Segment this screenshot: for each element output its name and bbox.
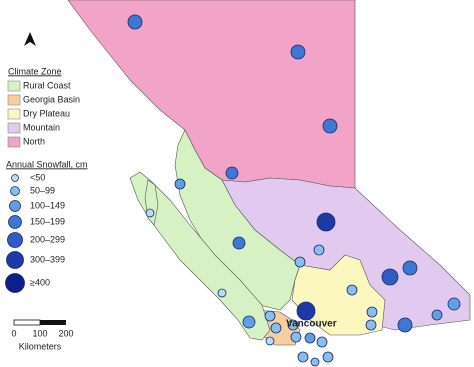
scale-segment (40, 320, 66, 325)
legend-swatch (7, 122, 21, 134)
scale-tick: 100 (32, 328, 47, 338)
station (397, 317, 413, 333)
rural-coast-zone (174, 129, 301, 311)
north-arrow (24, 32, 36, 46)
station (297, 351, 309, 363)
station (322, 351, 334, 363)
station (346, 284, 358, 296)
legend-label: 100–149 (30, 200, 65, 210)
station (174, 178, 186, 190)
station (232, 236, 246, 250)
station (290, 44, 306, 60)
legend-label: 300–399 (30, 254, 65, 264)
station (304, 332, 316, 344)
legend-symbol (10, 186, 20, 196)
north-arrow-icon (24, 32, 36, 46)
station (287, 319, 299, 331)
scale-segment (13, 319, 41, 326)
vancouver-island (129, 171, 271, 341)
station (225, 166, 239, 180)
station (381, 268, 399, 286)
legend-swatch (7, 80, 21, 92)
legend: Climate Zone Annual Snowfall, cm Rural C… (4, 64, 88, 296)
station (270, 322, 282, 334)
station (242, 315, 256, 329)
station (217, 288, 227, 298)
station (365, 319, 377, 331)
legend-swatch (7, 108, 21, 120)
legend-label: 50–99 (30, 185, 55, 195)
station (322, 118, 338, 134)
legend-symbol (7, 232, 23, 248)
north-zone (67, 0, 356, 189)
legend-label: 200–299 (30, 234, 65, 244)
scale-unit: Kilometers (19, 341, 62, 351)
scale-tick: 200 (58, 328, 73, 338)
station (294, 256, 306, 268)
legend-label: <50 (30, 172, 45, 182)
legend-swatch (7, 136, 21, 148)
legend-label: 150–199 (30, 216, 65, 226)
station (264, 310, 276, 322)
station (447, 297, 461, 311)
legend-label: Rural Coast (23, 80, 71, 90)
station (310, 357, 320, 367)
legend-label: North (23, 136, 45, 146)
legend-label: Georgia Basin (23, 94, 80, 104)
station (316, 212, 336, 232)
station (366, 306, 378, 318)
station (290, 331, 302, 343)
station (316, 336, 328, 348)
dry-plateau-zone (291, 254, 386, 336)
legend-label: Dry Plateau (23, 108, 70, 118)
station (313, 244, 325, 256)
station (402, 260, 418, 276)
legend-label: ≥400 (30, 277, 50, 287)
legend-symbol (8, 215, 22, 229)
scale-bar: 0 100 200 Kilometers (11, 319, 74, 351)
station (145, 208, 155, 218)
station (296, 301, 316, 321)
legend-symbol (9, 200, 21, 212)
station (431, 309, 443, 321)
legend-symbol (5, 273, 25, 293)
legend-title: Annual Snowfall, cm (6, 159, 88, 169)
legend-symbol (6, 251, 24, 269)
legend-swatch (7, 94, 21, 106)
city-label: Vancouver (286, 319, 337, 330)
legend-label: Mountain (23, 122, 60, 132)
station (127, 14, 143, 30)
scale-tick: 0 (11, 328, 16, 338)
legend-title: Climate Zone (8, 66, 62, 76)
legend-symbol (11, 174, 19, 182)
regions (67, 0, 471, 346)
stations (127, 14, 461, 367)
station (265, 336, 275, 346)
